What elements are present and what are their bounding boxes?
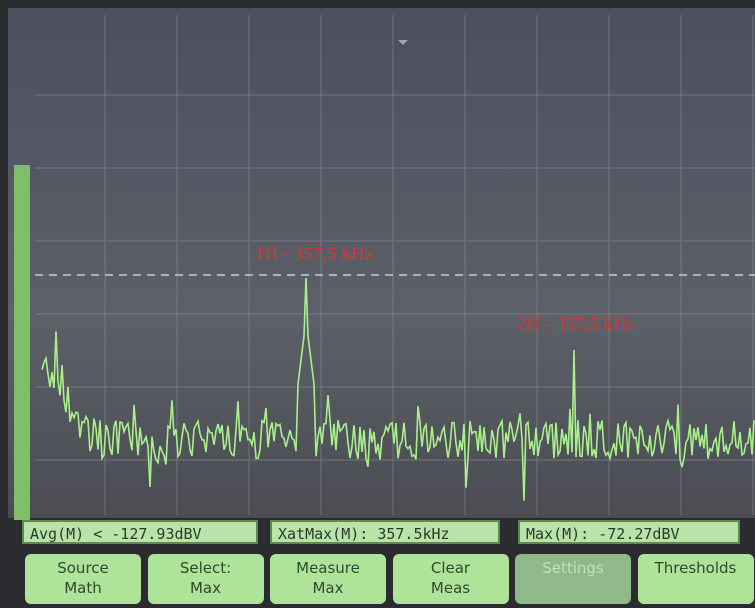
annotation: 1H - 357,5 kHz (255, 244, 373, 266)
page: {"annotations":["1H - 357,5 kHz","2H - 3… (0, 0, 755, 608)
softkey-label: Settings (515, 558, 631, 578)
softkey-label: Max (148, 578, 264, 598)
softkey[interactable]: Settings (515, 554, 631, 604)
softkey[interactable]: Thresholds (638, 554, 754, 604)
measurement: XatMax(M): 357.5kHz (270, 520, 500, 544)
softkey-label: Meas (393, 578, 509, 598)
softkey-label: Clear (393, 558, 509, 578)
softkey-label: Select: (148, 558, 264, 578)
softkey[interactable]: Select:Max (148, 554, 264, 604)
annotation: 2H - 357,5 kHz (517, 314, 635, 336)
softkey-label: Thresholds (638, 558, 754, 578)
softkey-label: Max (270, 578, 386, 598)
scope-screen (0, 0, 755, 608)
softkey-label: Measure (270, 558, 386, 578)
measurement: Avg(M) < -127.93dBV (22, 520, 258, 544)
softkey-label: Source (25, 558, 141, 578)
channel-bar (14, 165, 30, 520)
measurement: Max(M): -72.27dBV (518, 520, 740, 544)
softkey-label: Math (25, 578, 141, 598)
